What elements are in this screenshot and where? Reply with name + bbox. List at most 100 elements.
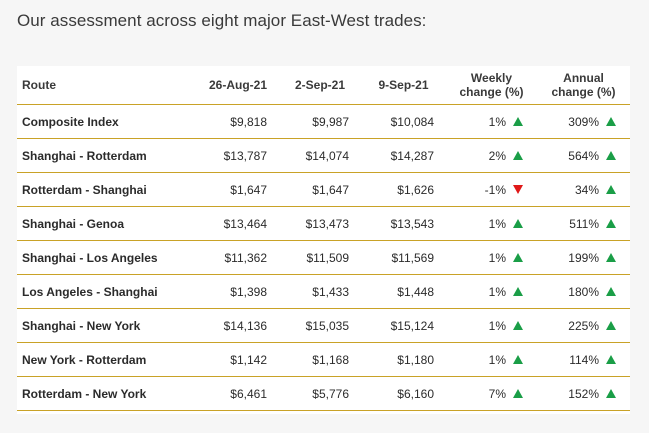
up-arrow-icon xyxy=(606,354,616,364)
rate-date-2: $1,647 xyxy=(279,172,361,207)
rate-date-1: $13,787 xyxy=(197,138,279,173)
rate-date-1: $1,142 xyxy=(197,342,279,377)
route-name: Rotterdam - Shanghai xyxy=(17,172,197,207)
up-arrow-icon xyxy=(606,286,616,296)
rate-date-1: $1,398 xyxy=(197,274,279,309)
annual-change-value: 564% xyxy=(568,148,599,163)
rate-date-3: $15,124 xyxy=(361,308,446,343)
rate-date-3: $1,448 xyxy=(361,274,446,309)
rate-date-3: $1,626 xyxy=(361,172,446,207)
header-annual-line1: Annual xyxy=(563,71,604,85)
header-date-3: 9-Sep-21 xyxy=(361,66,446,105)
rate-date-2: $15,035 xyxy=(279,308,361,343)
weekly-change: 1% xyxy=(446,274,537,309)
table-row: Rotterdam - New York $6,461 $5,776 $6,160 7%… xyxy=(17,376,630,411)
table-row: Shanghai - Genoa $13,464 $13,473 $13,543 1% 5… xyxy=(17,206,630,241)
up-arrow-icon xyxy=(513,150,523,160)
down-arrow-icon xyxy=(513,184,523,194)
up-arrow-icon xyxy=(606,252,616,262)
route-name: Rotterdam - New York xyxy=(17,376,197,411)
rate-date-1: $13,464 xyxy=(197,206,279,241)
weekly-change-value: 2% xyxy=(488,148,506,163)
weekly-change-value: 1% xyxy=(488,284,506,299)
annual-change-value: 225% xyxy=(568,318,599,333)
rate-date-2: $9,987 xyxy=(279,104,361,139)
weekly-change-value: 1% xyxy=(488,114,506,129)
table-row: Los Angeles - Shanghai $1,398 $1,433 $1,448… xyxy=(17,274,630,309)
annual-change: 564% xyxy=(537,138,630,173)
weekly-change-value: 1% xyxy=(488,216,506,231)
route-name: Shanghai - New York xyxy=(17,308,197,343)
up-arrow-icon xyxy=(513,354,523,364)
table-row: Shanghai - New York $14,136 $15,035 $15,124… xyxy=(17,308,630,343)
rate-date-3: $1,180 xyxy=(361,342,446,377)
weekly-change-value: 1% xyxy=(488,318,506,333)
weekly-change-value: 1% xyxy=(488,352,506,367)
table-row: New York - Rotterdam $1,142 $1,168 $1,180 1%… xyxy=(17,342,630,377)
weekly-change: 1% xyxy=(446,308,537,343)
annual-change: 511% xyxy=(537,206,630,241)
annual-change: 152% xyxy=(537,376,630,411)
annual-change-value: 309% xyxy=(568,114,599,129)
up-arrow-icon xyxy=(606,116,616,126)
rate-date-1: $1,647 xyxy=(197,172,279,207)
weekly-change-value: 1% xyxy=(488,250,506,265)
rate-date-3: $13,543 xyxy=(361,206,446,241)
header-date-2: 2-Sep-21 xyxy=(279,66,361,105)
route-name: New York - Rotterdam xyxy=(17,342,197,377)
header-route: Route xyxy=(17,66,197,105)
rate-date-2: $1,433 xyxy=(279,274,361,309)
table-header: Route 26-Aug-21 2-Sep-21 9-Sep-21 Weekly… xyxy=(17,66,630,105)
weekly-change: -1% xyxy=(446,172,537,207)
up-arrow-icon xyxy=(606,388,616,398)
rate-date-1: $6,461 xyxy=(197,376,279,411)
up-arrow-icon xyxy=(513,218,523,228)
weekly-change: 1% xyxy=(446,342,537,377)
route-name: Shanghai - Los Angeles xyxy=(17,240,197,275)
annual-change-value: 34% xyxy=(574,182,599,197)
annual-change-value: 152% xyxy=(568,386,599,401)
annual-change: 34% xyxy=(537,172,630,207)
up-arrow-icon xyxy=(606,150,616,160)
weekly-change: 1% xyxy=(446,104,537,139)
rate-date-2: $5,776 xyxy=(279,376,361,411)
rate-date-2: $1,168 xyxy=(279,342,361,377)
up-arrow-icon xyxy=(513,320,523,330)
table-row: Rotterdam - Shanghai $1,647 $1,647 $1,626 -1… xyxy=(17,172,630,207)
weekly-change-value: 7% xyxy=(488,386,506,401)
weekly-change: 2% xyxy=(446,138,537,173)
annual-change: 309% xyxy=(537,104,630,139)
rate-date-2: $11,509 xyxy=(279,240,361,275)
route-name: Composite Index xyxy=(17,104,197,139)
annual-change: 180% xyxy=(537,274,630,309)
header-weekly-change: Weekly change (%) xyxy=(446,66,537,105)
up-arrow-icon xyxy=(513,116,523,126)
annual-change-value: 114% xyxy=(569,352,599,367)
header-row: Route 26-Aug-21 2-Sep-21 9-Sep-21 Weekly… xyxy=(17,66,630,105)
header-annual-change: Annual change (%) xyxy=(537,66,630,105)
rate-date-3: $14,287 xyxy=(361,138,446,173)
header-weekly-line1: Weekly xyxy=(470,71,513,85)
rate-date-3: $10,084 xyxy=(361,104,446,139)
rate-date-2: $14,074 xyxy=(279,138,361,173)
up-arrow-icon xyxy=(513,388,523,398)
header-date-1: 26-Aug-21 xyxy=(197,66,279,105)
weekly-change: 7% xyxy=(446,376,537,411)
rates-table: Route 26-Aug-21 2-Sep-21 9-Sep-21 Weekly… xyxy=(17,66,630,411)
table-row: Shanghai - Los Angeles $11,362 $11,509 $11,… xyxy=(17,240,630,275)
page-heading: Our assessment across eight major East-W… xyxy=(17,11,427,30)
up-arrow-icon xyxy=(513,286,523,296)
weekly-change: 1% xyxy=(446,206,537,241)
up-arrow-icon xyxy=(606,184,616,194)
rate-date-3: $11,569 xyxy=(361,240,446,275)
annual-change: 199% xyxy=(537,240,630,275)
table-row: Composite Index $9,818 $9,987 $10,084 1% 309% xyxy=(17,104,630,139)
annual-change-value: 511% xyxy=(569,216,599,231)
table-row: Shanghai - Rotterdam $13,787 $14,074 $14,28… xyxy=(17,138,630,173)
weekly-change-value: -1% xyxy=(484,182,506,197)
up-arrow-icon xyxy=(513,252,523,262)
rate-date-3: $6,160 xyxy=(361,376,446,411)
up-arrow-icon xyxy=(606,218,616,228)
route-name: Shanghai - Rotterdam xyxy=(17,138,197,173)
header-weekly-line2: change (%) xyxy=(459,85,524,99)
